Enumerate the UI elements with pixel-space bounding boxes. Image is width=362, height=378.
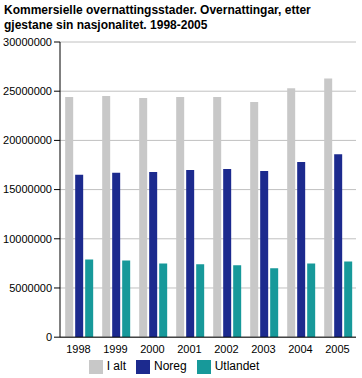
svg-text:2002: 2002 bbox=[214, 343, 238, 355]
svg-text:2001: 2001 bbox=[177, 343, 201, 355]
svg-text:10000000: 10000000 bbox=[8, 233, 52, 245]
html-text:I alt: I alt bbox=[106, 359, 126, 374]
svg-text:2000: 2000 bbox=[140, 343, 164, 355]
html-text:Kommersielle overnattingsstade: Kommersielle overnattingsstader. Overnat… bbox=[4, 3, 311, 32]
svg-text:30000000: 30000000 bbox=[8, 36, 52, 48]
svg-text:2004: 2004 bbox=[288, 343, 312, 355]
svg-text:0: 0 bbox=[46, 331, 52, 343]
svg-text:1998: 1998 bbox=[66, 343, 90, 355]
svg-text:2005: 2005 bbox=[325, 343, 349, 355]
svg-text:1999: 1999 bbox=[103, 343, 127, 355]
svg-text:2003: 2003 bbox=[251, 343, 275, 355]
svg-text:15000000: 15000000 bbox=[8, 183, 52, 195]
svg-text:5000000: 5000000 bbox=[9, 282, 52, 294]
svg-text:25000000: 25000000 bbox=[8, 85, 52, 97]
html-text:Noreg: Noreg bbox=[154, 359, 187, 374]
svg-text:20000000: 20000000 bbox=[8, 134, 52, 146]
html-text:Utlandet: Utlandet bbox=[214, 359, 260, 374]
